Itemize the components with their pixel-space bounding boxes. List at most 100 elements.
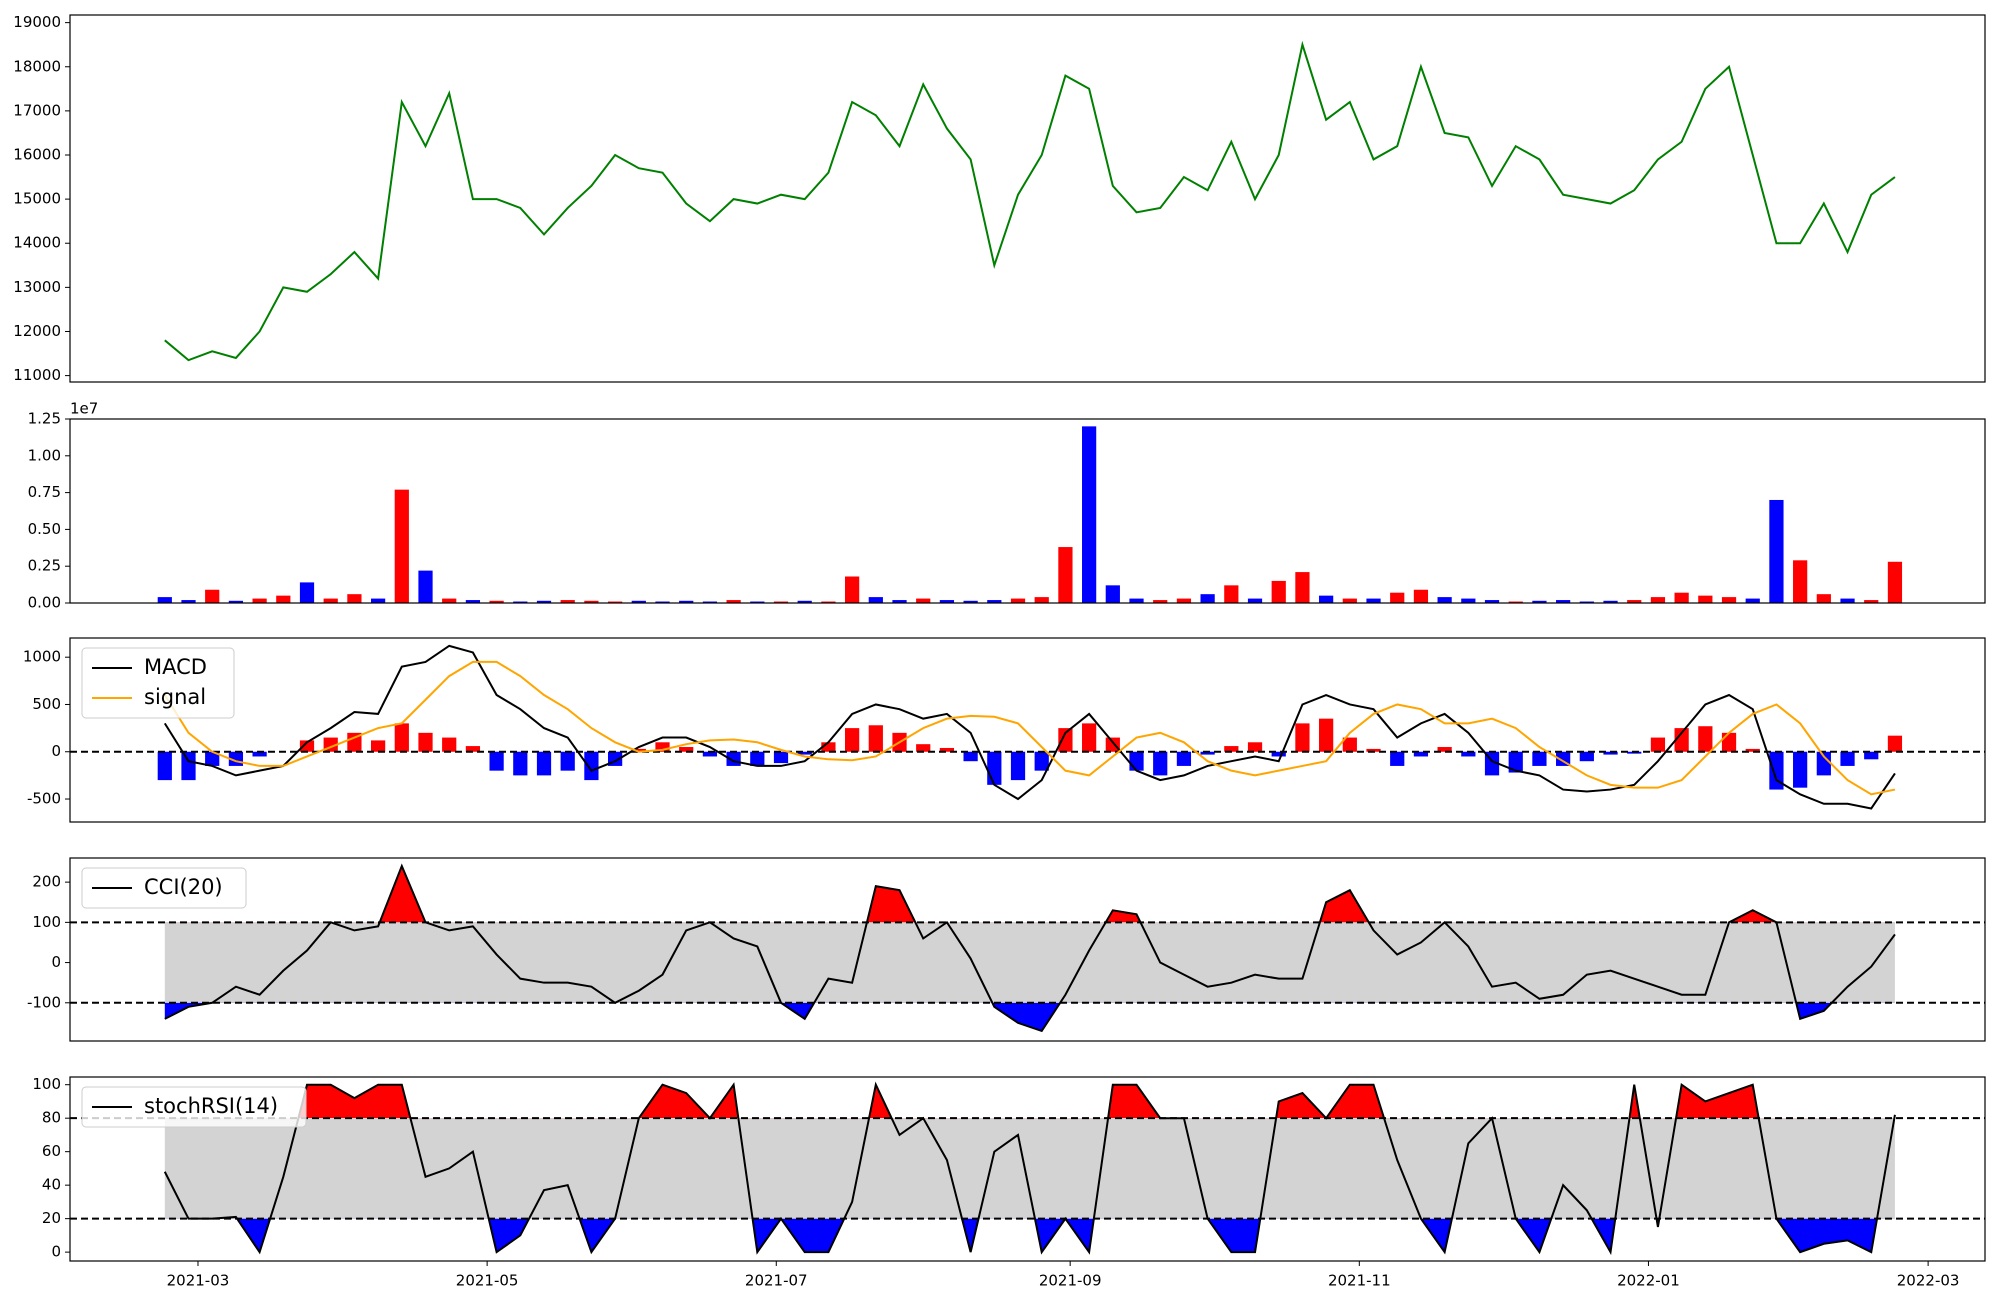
y-tick-label: 0.75 [28,483,61,501]
histogram-bar [1745,748,1760,752]
histogram-bar [489,751,504,771]
volume-bar [892,600,907,603]
volume-bar [963,600,978,603]
histogram-bar [1342,737,1357,752]
histogram-bar [1058,728,1073,752]
histogram-bar [252,751,267,757]
legend-box [81,1086,307,1128]
volume-bar [1224,585,1239,603]
volume-bar [442,598,457,603]
y-tick-label: 0 [51,953,61,971]
x-tick-label: 2021-07 [745,1272,808,1290]
histogram-bar [655,742,670,752]
histogram-bar [1508,751,1523,773]
x-tick-label: 2021-05 [456,1272,519,1290]
volume-bar [157,597,172,603]
volume-bar [584,600,599,603]
volume-bar [1271,580,1286,603]
volume-bar [489,600,504,603]
y-tick-label: 0 [51,1243,61,1261]
histogram-bar [1887,735,1903,752]
volume-bar [276,595,291,603]
volume-bar [181,600,196,603]
histogram-bar [1034,751,1049,771]
histogram-bar [1840,751,1855,766]
histogram-bar [750,751,765,766]
histogram-bar [1153,751,1168,776]
histogram-bar [205,751,220,766]
volume-bar [1058,547,1073,603]
volume-bar [1508,601,1523,603]
y-tick-label: 17000 [13,101,61,119]
band-fill [164,1118,1895,1219]
histogram-bar [1176,751,1192,766]
histogram-bar [1437,747,1452,752]
volume-bar [868,597,883,603]
plot-area [157,426,1903,603]
histogram-bar [1816,751,1831,776]
volume-bar [560,600,575,603]
histogram-bar [1769,751,1784,790]
plot-area [164,40,1896,362]
y-tick-label: -500 [27,790,61,808]
volume-bar [655,601,670,603]
y-tick-label: 80 [42,1109,61,1127]
histogram-bar [916,744,931,752]
histogram-bar [821,742,836,752]
histogram-bar [1674,728,1689,752]
volume-bar [1129,598,1144,603]
x-tick-label: 2021-03 [167,1272,230,1290]
band-fill [164,922,1895,1003]
volume-bar [1010,598,1026,603]
volume-bar [1247,598,1263,603]
y-tick-label: 1.00 [28,446,61,464]
volume-bar [1366,598,1381,603]
volume-bar [773,601,789,603]
histogram-bar [1650,737,1666,752]
volume-bar [797,600,812,603]
below-fill [237,1218,1878,1253]
volume-bar [1698,595,1713,603]
histogram-bar [939,747,955,752]
volume-bar [394,489,409,603]
volume-bar [1721,597,1737,603]
histogram-bar [1721,732,1737,752]
histogram-bar [347,732,362,752]
volume-bar [418,570,433,603]
y-tick-label: 19000 [13,13,61,31]
axes-frame [69,857,1986,1042]
volume-bar [631,600,646,603]
volume-bar [1769,499,1784,603]
y-tick-label: 0.00 [28,594,61,612]
y-tick-label: 0.50 [28,520,61,538]
volume-bar [987,600,1002,603]
histogram-bar [1864,751,1879,760]
volume-bar [536,600,552,603]
axes-frame [69,418,1986,604]
histogram-bar [1010,751,1026,781]
volume-bar [1745,598,1760,603]
histogram-bar [1247,742,1263,752]
y-tick-label: 100 [32,913,61,931]
volume-bar [1627,600,1642,603]
histogram-bar [1532,751,1547,766]
volume-bar [608,601,623,603]
volume-bar [1319,595,1334,603]
y-tick-label: 0.25 [28,557,61,575]
volume-bar [1484,600,1500,603]
y-tick-label: 1000 [23,648,61,666]
volume-bar [1887,561,1903,603]
plot-area [70,644,1985,810]
volume-bar [916,598,931,603]
histogram-bar [773,751,789,764]
x-tick-label: 2021-09 [1039,1272,1102,1290]
histogram-bar [418,732,433,752]
volume-bar [1390,592,1405,603]
histogram-bar [1461,751,1476,757]
histogram-bar [536,751,552,776]
histogram-bar [513,751,528,776]
volume-bar [1295,572,1310,603]
y-tick-label: 100 [32,1075,61,1093]
volume-bar [323,598,338,603]
